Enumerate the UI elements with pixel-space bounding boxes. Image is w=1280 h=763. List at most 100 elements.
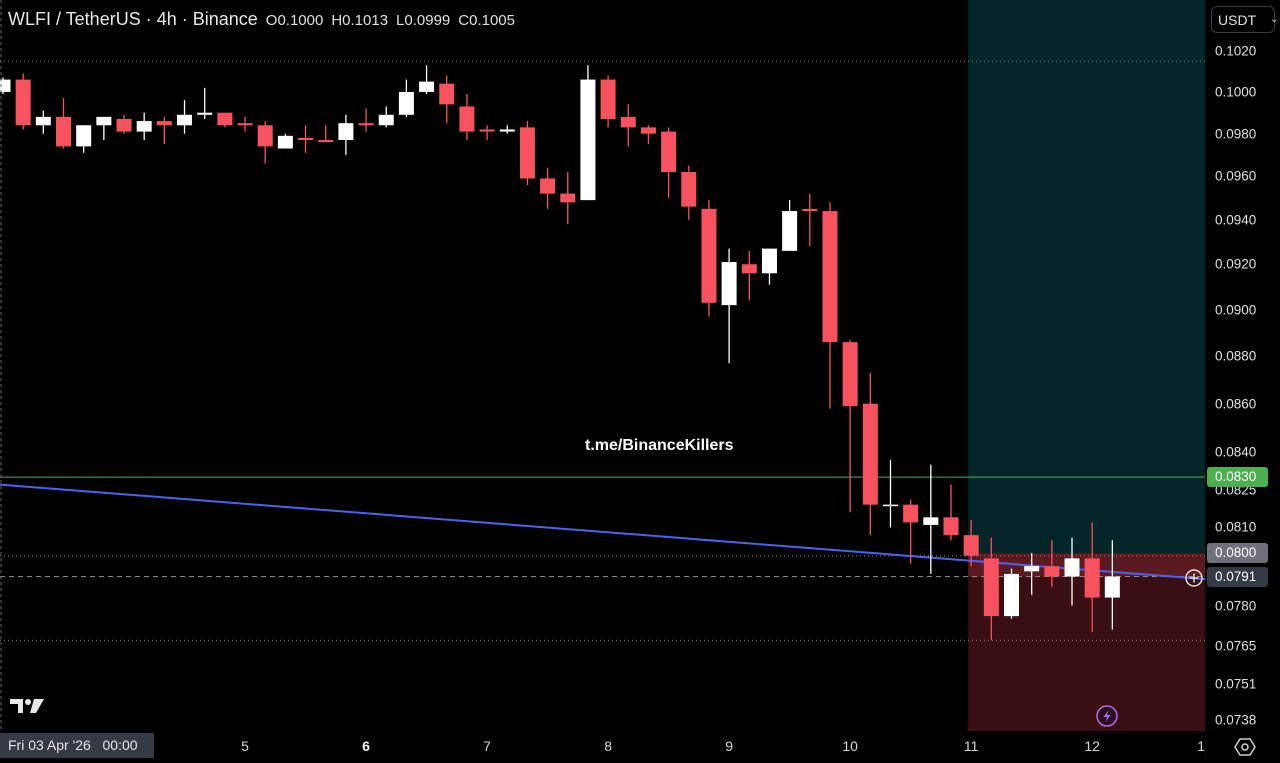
- candle-body: [983, 558, 999, 617]
- time-tick-label: 1: [1197, 738, 1205, 754]
- price-tick-label: 0.0765: [1215, 638, 1257, 654]
- candle-body: [197, 112, 213, 115]
- candle-down: [459, 94, 475, 141]
- crosshair-time-label: Fri 03 Apr '26 00:00: [0, 733, 154, 758]
- candle-body: [600, 79, 616, 119]
- price-tick-label: 0.0980: [1215, 126, 1257, 142]
- currency-select-value: USDT: [1218, 11, 1257, 28]
- price-badge-green: 0.0830: [1207, 467, 1268, 488]
- candle-body: [257, 125, 273, 147]
- candle-down: [217, 112, 233, 128]
- tradingview-logo-icon[interactable]: [10, 697, 46, 720]
- candle-body: [96, 116, 112, 126]
- candle-down: [640, 125, 656, 145]
- candle-body: [862, 403, 878, 505]
- price-badge-gray: 0.0800: [1207, 543, 1268, 564]
- ohlc-high: H0.1013: [331, 12, 389, 29]
- candle-body: [701, 208, 717, 303]
- candle-body: [1024, 566, 1040, 572]
- candle-body: [459, 106, 475, 132]
- price-badge-dark: 0.0791: [1207, 566, 1268, 587]
- candle-up: [721, 248, 737, 364]
- candle-body: [15, 79, 31, 126]
- candle-down: [318, 125, 334, 143]
- candle-down: [943, 484, 959, 541]
- candle-body: [1044, 566, 1060, 577]
- candle-body: [318, 140, 334, 143]
- candle-body: [338, 123, 354, 141]
- candle-body: [519, 127, 535, 179]
- candle-down: [842, 339, 858, 513]
- candle-body: [1064, 558, 1080, 577]
- candle-up: [882, 459, 898, 528]
- candle-down: [540, 167, 556, 209]
- candle-down: [681, 165, 697, 220]
- candle-body: [882, 504, 898, 507]
- candle-up: [761, 248, 777, 285]
- price-tick-label: 0.0810: [1215, 519, 1257, 535]
- price-tick-label: 0.0920: [1215, 256, 1257, 272]
- price-tick-label: 0.0840: [1215, 444, 1257, 460]
- candle-down: [237, 116, 253, 132]
- settings-gear-icon[interactable]: [1234, 736, 1256, 763]
- candle-up: [76, 125, 92, 153]
- candle-body: [560, 193, 576, 203]
- time-tick-label: 7: [483, 738, 491, 754]
- candle-down: [156, 116, 172, 145]
- candle-down: [116, 114, 132, 134]
- time-tick-label: 10: [842, 738, 858, 754]
- candle-body: [277, 135, 293, 149]
- candle-up: [398, 79, 414, 117]
- candle-body: [1004, 573, 1019, 617]
- candle-body: [76, 125, 92, 147]
- time-tick-label: 6: [362, 738, 370, 754]
- candle-body: [540, 178, 556, 194]
- candle-down: [741, 250, 757, 301]
- candle-up: [35, 110, 51, 134]
- candle-body: [620, 116, 636, 128]
- candle-body: [479, 129, 495, 132]
- candle-body: [903, 504, 919, 523]
- candle-body: [1104, 576, 1120, 598]
- price-tick-label: 0.0940: [1215, 212, 1257, 228]
- currency-select[interactable]: USDT ⌄: [1211, 6, 1279, 33]
- price-tick-label: 0.0738: [1215, 712, 1257, 728]
- candle-up: [1004, 568, 1019, 619]
- candle-body: [217, 112, 233, 126]
- price-tick-label: 0.1020: [1215, 43, 1257, 59]
- symbol-title[interactable]: WLFI / TetherUS · 4h · Binance: [8, 9, 258, 29]
- candle-body: [580, 79, 596, 201]
- candle-body: [923, 517, 939, 525]
- candle-body: [721, 262, 737, 306]
- candle-down: [1084, 522, 1100, 633]
- candle-down: [903, 499, 919, 564]
- price-tick-label: 0.0880: [1215, 348, 1257, 364]
- chart-legend: WLFI / TetherUS · 4h · Binance O0.1000 H…: [8, 9, 515, 30]
- candle-down: [822, 202, 838, 409]
- ohlc-open: O0.1000: [265, 12, 324, 29]
- candle-down: [257, 121, 273, 164]
- candle-up: [177, 100, 193, 134]
- candle-body: [1084, 558, 1100, 598]
- candle-body: [822, 211, 838, 343]
- add-alert-plus-icon[interactable]: [1183, 567, 1205, 594]
- price-tick-label: 0.0900: [1215, 302, 1257, 318]
- candle-up: [277, 133, 293, 149]
- candle-up: [1024, 553, 1040, 595]
- candle-down: [620, 104, 636, 147]
- candle-body: [378, 114, 394, 126]
- candle-body: [963, 535, 979, 556]
- candle-body: [661, 131, 677, 173]
- candle-down: [479, 125, 495, 141]
- candle-down: [963, 519, 979, 567]
- time-tick-label: 11: [963, 738, 979, 754]
- candle-down: [862, 372, 878, 536]
- candle-body: [782, 211, 798, 251]
- candle-down: [358, 108, 374, 132]
- candle-down: [560, 172, 576, 225]
- candle-up: [197, 87, 213, 119]
- candle-body: [358, 123, 374, 126]
- lightning-icon[interactable]: [1095, 704, 1119, 733]
- price-tick-label: 0.0751: [1215, 676, 1257, 692]
